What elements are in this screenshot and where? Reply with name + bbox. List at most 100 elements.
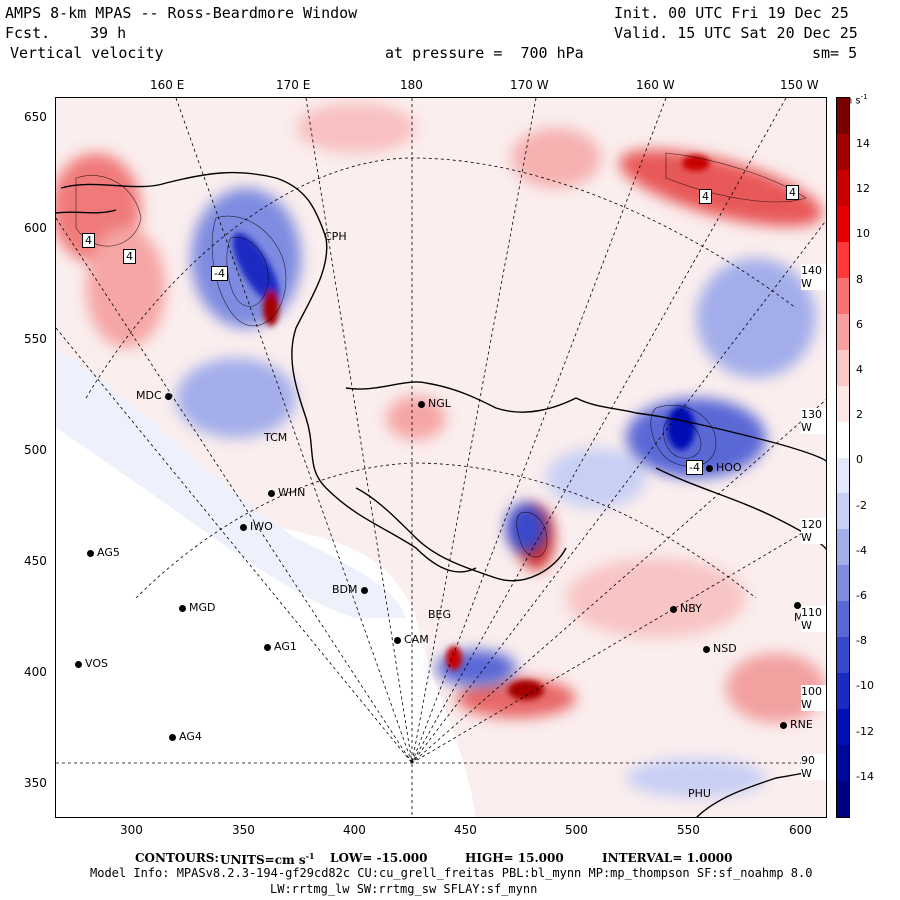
colorbar-swatch <box>837 781 849 818</box>
station-label: RNE <box>790 718 813 731</box>
colorbar-tick-label: 12 <box>856 182 870 196</box>
station-label: MDC <box>136 389 162 402</box>
colorbar-swatch <box>837 421 849 458</box>
lon-label-100w: 100 W <box>801 685 826 711</box>
station-iwo[interactable]: IWO <box>240 520 273 533</box>
smoothing: sm= 5 <box>812 44 858 62</box>
station-bdm[interactable]: BDM <box>332 583 371 596</box>
colorbar-tick-label: -4 <box>856 543 867 557</box>
x-label-400: 400 <box>343 823 366 837</box>
station-phu[interactable]: PHU <box>688 787 711 800</box>
colorbar-swatch <box>837 98 849 135</box>
station-label: BEG <box>428 608 452 621</box>
colorbar-tick-label: 0 <box>856 453 863 467</box>
station-label: IWO <box>250 520 273 533</box>
station-dot-icon <box>418 400 425 408</box>
station-cph[interactable]: CPH <box>324 230 347 243</box>
lon-label-170w: 170 W <box>510 78 549 92</box>
lon-label-160w: 160 W <box>636 78 675 92</box>
y-label-650: 650 <box>24 110 47 124</box>
station-label: MGD <box>189 601 216 614</box>
colorbar-swatch <box>837 169 849 207</box>
footer-interval: INTERVAL= 1.0000 <box>602 851 733 865</box>
colorbar-swatch <box>837 601 849 638</box>
blue-patches <box>176 188 816 798</box>
station-dot-icon <box>75 660 82 668</box>
colorbar-swatch <box>837 385 849 423</box>
y-label-500: 500 <box>24 443 47 457</box>
colorbar-tick-label: 4 <box>856 363 863 376</box>
colorbar-tick-label: 8 <box>856 272 863 286</box>
station-rne[interactable]: RNE <box>780 718 813 731</box>
station-nby[interactable]: NBY <box>670 602 702 615</box>
footer-physics: LW:rrtmg_lw SW:rrtmg_sw SFLAY:sf_mynn <box>270 882 538 896</box>
graticule <box>56 98 826 817</box>
colorbar-tick-label: 6 <box>856 317 863 331</box>
colorbar-tick-label: -14 <box>856 769 874 783</box>
station-whn[interactable]: WHN <box>268 486 305 499</box>
station-label: AG5 <box>97 546 120 559</box>
colorbar-swatch <box>837 709 849 746</box>
station-dot-icon <box>268 489 275 497</box>
colorbar-tick-label: -8 <box>856 634 867 648</box>
colorbar <box>836 97 850 818</box>
station-label: NSD <box>713 642 737 655</box>
map-panel[interactable]: 4 4 4 4 -4 -4 CPH NGL MDC TCM WHN IWO AG… <box>55 97 827 818</box>
coastline <box>56 171 826 817</box>
forecast-label: Fcst. <box>5 24 51 42</box>
station-label: BDM <box>332 583 358 596</box>
lon-label-140w: 140 W <box>801 264 826 290</box>
x-label-350: 350 <box>232 823 255 837</box>
station-dot-icon <box>703 645 710 653</box>
colorbar-tick-label: -6 <box>856 589 867 602</box>
station-label: AG4 <box>179 730 202 743</box>
x-label-300: 300 <box>120 823 143 837</box>
x-label-500: 500 <box>565 823 588 837</box>
station-dot-icon <box>87 549 94 557</box>
colorbar-tick-label: 10 <box>856 227 870 241</box>
colorbar-swatch <box>837 205 849 243</box>
station-ag1[interactable]: AG1 <box>264 640 297 653</box>
station-dot-icon <box>670 605 677 613</box>
footer-units: UNITS=cm s-1 <box>220 851 315 867</box>
forecast-hours: 39 h <box>90 24 127 42</box>
lon-label-160e: 160 E <box>150 78 185 92</box>
colorbar-swatch <box>837 493 849 530</box>
station-label: NBY <box>680 602 702 615</box>
station-ag4[interactable]: AG4 <box>169 730 202 743</box>
station-mgd[interactable]: MGD <box>179 601 216 614</box>
station-cam[interactable]: CAM <box>394 633 429 646</box>
station-dot-icon <box>706 464 713 472</box>
colorbar-tick-label: -10 <box>856 679 874 693</box>
lon-label-180: 180 <box>400 78 423 92</box>
station-ngl[interactable]: NGL <box>418 397 451 410</box>
colorbar-swatch <box>837 277 849 315</box>
colorbar-swatch <box>837 565 849 602</box>
station-mdc[interactable]: MDC <box>136 389 175 402</box>
contour-label: 4 <box>699 189 712 204</box>
lon-label-120w: 120 W <box>801 518 826 544</box>
y-label-350: 350 <box>24 776 47 790</box>
station-label: NGL <box>428 397 451 410</box>
station-dot-icon <box>360 586 368 594</box>
colorbar-tick-label: 14 <box>856 137 870 150</box>
lon-label-170e: 170 E <box>276 78 311 92</box>
station-dot-icon <box>240 523 247 531</box>
station-nsd[interactable]: NSD <box>703 642 737 655</box>
station-vos[interactable]: VOS <box>75 657 108 670</box>
colorbar-swatch <box>837 745 849 782</box>
station-label: VOS <box>85 657 108 670</box>
station-tcm[interactable]: TCM <box>264 431 287 444</box>
colorbar-tick-label: -2 <box>856 498 867 512</box>
colorbar-swatch <box>837 529 849 566</box>
y-label-450: 450 <box>24 554 47 568</box>
colorbar-swatch <box>837 313 849 351</box>
station-beg[interactable]: BEG <box>428 608 451 621</box>
contour-label: 4 <box>786 185 799 200</box>
footer-high: HIGH= 15.000 <box>465 851 564 865</box>
station-ag5[interactable]: AG5 <box>87 546 120 559</box>
contour-label: -4 <box>686 460 703 475</box>
lon-label-110w: 110 W <box>801 606 826 632</box>
colorbar-swatch <box>837 457 849 494</box>
station-hoo[interactable]: HOO <box>706 461 742 474</box>
